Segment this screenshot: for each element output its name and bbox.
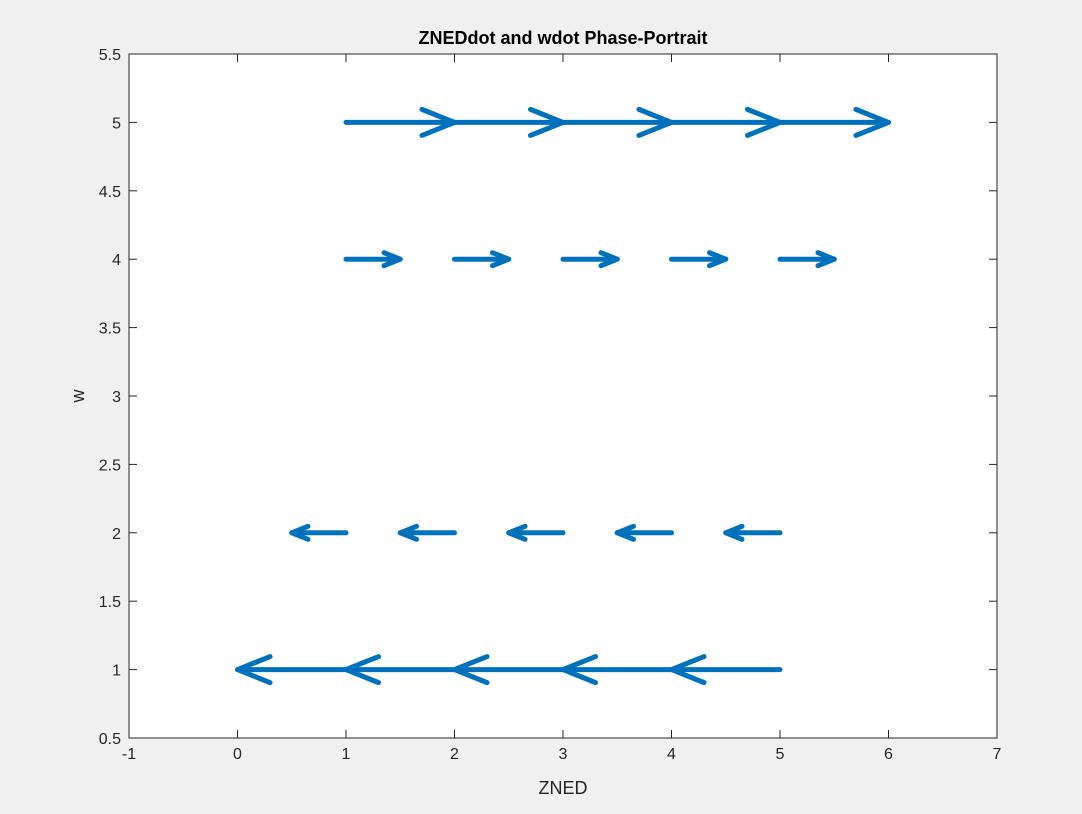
x-tick-label: -1 xyxy=(122,746,136,763)
y-tick-label: 4.5 xyxy=(99,184,121,201)
x-axis-label: ZNED xyxy=(539,778,588,798)
quiver-arrow xyxy=(452,654,566,686)
quiver-arrow xyxy=(560,654,674,686)
y-tick-label: 5 xyxy=(112,115,121,132)
arrow-head xyxy=(706,250,729,269)
arrow-head xyxy=(598,250,620,269)
x-tick-label: 1 xyxy=(342,746,351,763)
arrow-head xyxy=(506,523,528,542)
quiver-arrow xyxy=(506,523,566,542)
y-tick-label: 4 xyxy=(112,252,121,269)
arrow-head xyxy=(381,250,403,269)
arrow-head xyxy=(853,106,891,138)
y-tick-label: 1 xyxy=(112,663,121,680)
y-tick-label: 5.5 xyxy=(99,47,121,64)
plot-area xyxy=(129,54,997,738)
arrow-head xyxy=(723,523,745,542)
arrow-head xyxy=(452,654,490,686)
y-tick-label: 3.5 xyxy=(99,321,121,338)
quiver-arrow xyxy=(452,250,512,269)
arrow-head xyxy=(669,654,707,686)
arrow-head xyxy=(343,654,382,686)
arrow-head xyxy=(235,654,273,686)
arrow-head xyxy=(489,250,512,269)
arrow-head xyxy=(815,250,837,269)
arrow-head xyxy=(397,523,420,542)
axes-box xyxy=(128,53,998,739)
arrow-head xyxy=(289,523,311,542)
quiver-arrow xyxy=(777,250,837,269)
quiver-arrow xyxy=(669,250,729,269)
arrow-head xyxy=(560,654,599,686)
x-tick-label: 7 xyxy=(993,746,1002,763)
quiver-arrow xyxy=(614,523,674,542)
x-tick-label: 4 xyxy=(667,746,676,763)
x-tick-label: 6 xyxy=(884,746,893,763)
quiver-arrow xyxy=(777,106,891,138)
x-tick-label: 2 xyxy=(450,746,459,763)
y-tick-label: 1.5 xyxy=(99,594,121,611)
quiver-arrow xyxy=(235,654,349,686)
y-tick-label: 2 xyxy=(112,526,121,543)
x-tick-label: 5 xyxy=(776,746,785,763)
quiver-arrow xyxy=(343,654,457,686)
y-axis-label: w xyxy=(68,389,88,404)
arrow-head xyxy=(614,523,637,542)
axis-ticks: -1 0 1 2 3 4 5 6 7 0.5 1 1.5 2 2.5 3 3.5 4 4.5 5 5.5 xyxy=(99,47,1002,763)
chart-title: ZNEDdot and wdot Phase-Portrait xyxy=(418,28,707,48)
quiver-arrow xyxy=(289,523,349,542)
y-tick-label: 2.5 xyxy=(99,457,121,474)
quiver-arrows xyxy=(235,106,891,686)
y-tick-label: 0.5 xyxy=(99,731,121,748)
x-tick-label: 0 xyxy=(233,746,242,763)
quiver-arrow xyxy=(397,523,457,542)
quiver-arrow xyxy=(723,523,783,542)
quiver-arrow xyxy=(560,250,620,269)
x-tick-label: 3 xyxy=(559,746,568,763)
quiver-arrow xyxy=(343,250,403,269)
quiver-arrow xyxy=(669,654,783,686)
y-tick-label: 3 xyxy=(112,389,121,406)
